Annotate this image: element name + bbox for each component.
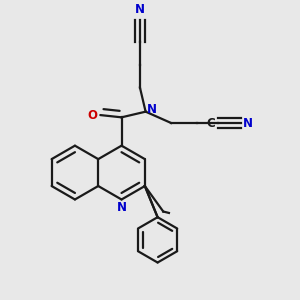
Text: N: N — [116, 201, 127, 214]
Text: C: C — [207, 117, 216, 130]
Text: O: O — [87, 109, 97, 122]
Text: N: N — [147, 103, 157, 116]
Text: N: N — [243, 117, 254, 130]
Text: N: N — [135, 3, 145, 16]
